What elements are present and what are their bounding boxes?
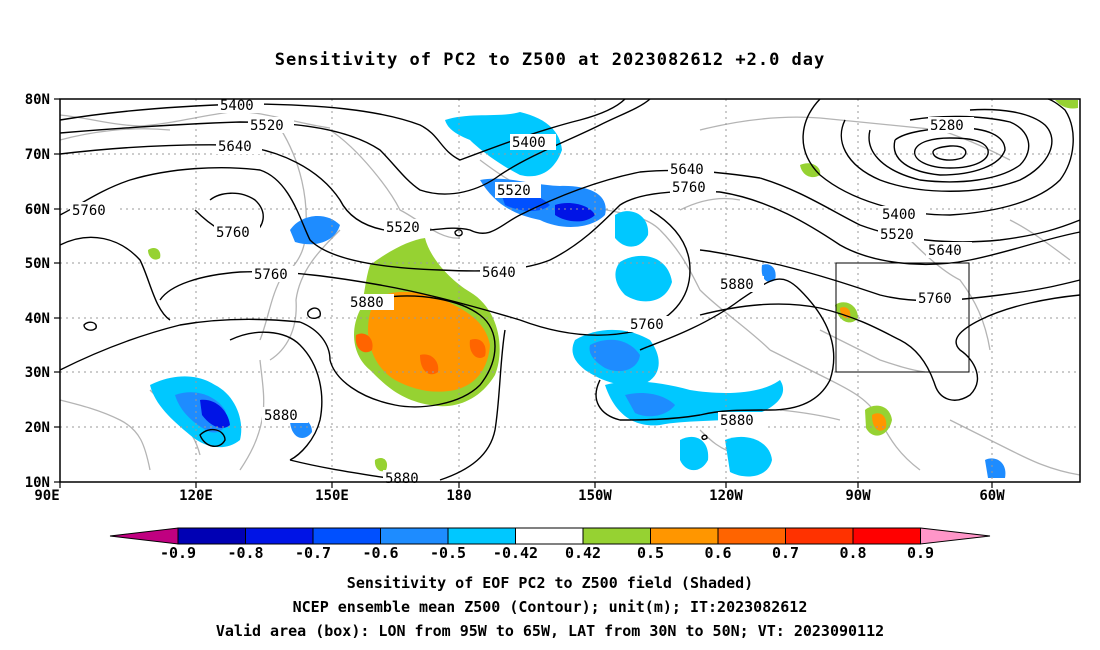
colorbar-swatch (177, 527, 246, 545)
shade-green-small-1 (148, 247, 161, 260)
plot-frame (59, 98, 1081, 483)
contour-label: 5880 (264, 408, 298, 424)
colorbar-swatch (852, 527, 921, 545)
contour-label: 5520 (880, 227, 914, 243)
contour-label: 5880 (720, 413, 754, 429)
lon-label: 120W (709, 488, 743, 504)
contour-label: 5400 (220, 98, 254, 114)
shade-carib-orange (872, 413, 887, 431)
colorbar-label: 0.6 (704, 544, 731, 562)
lat-label: 30N (25, 365, 50, 381)
colorbar-label: -0.8 (227, 544, 263, 562)
contour-label: 5400 (512, 135, 546, 151)
colorbar-label: 0.5 (637, 544, 664, 562)
contour-labels: 5400 5520 5640 5760 5880 5280 5400 5520 … (70, 97, 974, 487)
colorbar-labels: -0.9 -0.8 -0.7 -0.6 -0.5 -0.42 0.42 0.5 … (160, 544, 934, 562)
contour-lines (59, 98, 1081, 481)
caption-contour: NCEP ensemble mean Z500 (Contour); unit(… (292, 598, 808, 616)
lon-label: 90W (845, 488, 871, 504)
lat-label: 40N (25, 311, 50, 327)
shade-cpac-dark-orange-3 (469, 338, 486, 359)
shade-alaska-dark (555, 203, 595, 222)
valid-area-box (835, 262, 970, 373)
colorbar-label: -0.42 (493, 544, 538, 562)
lon-label: 60W (979, 488, 1005, 504)
colorbar-swatch (650, 527, 719, 545)
colorbar-label: -0.5 (430, 544, 466, 562)
lon-label: 90E (34, 488, 59, 504)
lon-label: 150W (578, 488, 612, 504)
contour-label: 5760 (72, 203, 106, 219)
contour-label: 5880 (385, 471, 419, 487)
lon-axis-labels: 90E 120E 150E 180 150W 120W 90W 60W (34, 488, 1005, 504)
colorbar-label: -0.6 (362, 544, 398, 562)
colorbar-label: 0.9 (907, 544, 934, 562)
colorbar (109, 527, 991, 545)
contour-label: 5520 (250, 118, 284, 134)
colorbar-swatch (447, 527, 516, 545)
colorbar-swatch (380, 527, 449, 545)
colorbar-swatch (582, 527, 651, 545)
contour-label: 5640 (670, 162, 704, 178)
shade-green-small-2 (800, 163, 821, 178)
shade-ne-pacific (615, 255, 672, 302)
contour-label: 5880 (350, 295, 384, 311)
shade-wpac-dark (200, 399, 230, 429)
shade-blue-mex (761, 264, 776, 282)
lat-axis-labels: 80N 70N 60N 50N 40N 30N 20N 10N (25, 92, 50, 491)
lon-label: 150E (315, 488, 349, 504)
colorbar-low-arrow (109, 527, 179, 545)
contour-label: 5640 (482, 265, 516, 281)
tick-marks (54, 98, 993, 488)
lat-label: 80N (25, 92, 50, 108)
contour-label: 5280 (930, 118, 964, 134)
colorbar-swatch (515, 527, 584, 545)
contour-label: 5520 (497, 183, 531, 199)
shade-trop-blue-3 (985, 458, 1006, 478)
colorbar-swatch (312, 527, 381, 545)
colorbar-swatch (717, 527, 786, 545)
caption-valid-area: Valid area (box): LON from 95W to 65W, L… (215, 622, 885, 640)
shade-cpac-dark-orange-2 (420, 354, 439, 375)
shade-gulf-alaska (615, 211, 649, 247)
shade-epac-mid (589, 339, 640, 372)
shade-green-small-4 (374, 458, 388, 472)
contour-label: 5400 (882, 207, 916, 223)
contour-label: 5640 (218, 139, 252, 155)
colorbar-swatch (785, 527, 854, 545)
colorbar-high-arrow (920, 527, 991, 545)
shade-wpac-small (290, 418, 312, 438)
shade-trop-blue-2 (725, 436, 772, 477)
contour-label: 5760 (216, 225, 250, 241)
colorbar-label: 0.42 (565, 544, 601, 562)
lat-label: 20N (25, 420, 50, 436)
map-title: Sensitivity of PC2 to Z500 at 2023082612… (274, 50, 826, 70)
colorbar-swatch (245, 527, 314, 545)
contour-label: 5760 (254, 267, 288, 283)
lat-label: 60N (25, 202, 50, 218)
shade-epac-mid-2 (625, 393, 675, 417)
contour-label: 5760 (918, 291, 952, 307)
contour-label: 5760 (630, 317, 664, 333)
lat-label: 70N (25, 147, 50, 163)
colorbar-label: -0.7 (295, 544, 331, 562)
colorbar-label: -0.9 (160, 544, 196, 562)
lon-label: 180 (446, 488, 471, 504)
colorbar-label: 0.8 (839, 544, 866, 562)
lat-label: 10N (25, 475, 50, 491)
lat-label: 50N (25, 256, 50, 272)
shade-green-small-3 (1055, 100, 1078, 109)
shade-trop-blue-1 (680, 436, 709, 471)
caption-shaded: Sensitivity of EOF PC2 to Z500 field (Sh… (346, 574, 754, 592)
contour-label: 5640 (928, 243, 962, 259)
colorbar-label: 0.7 (772, 544, 799, 562)
shade-cpac-dark-orange-1 (355, 333, 373, 353)
contour-label: 5880 (720, 277, 754, 293)
contour-label: 5760 (672, 180, 706, 196)
contour-label: 5520 (386, 220, 420, 236)
lon-label: 120E (179, 488, 213, 504)
